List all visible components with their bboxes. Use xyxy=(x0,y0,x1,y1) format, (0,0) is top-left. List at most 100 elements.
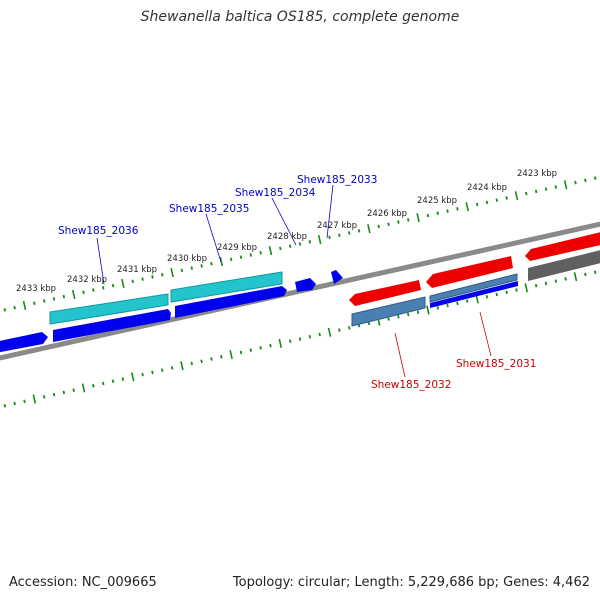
scale-tick xyxy=(495,292,499,297)
gene-label-2034[interactable]: Shew185_2034 xyxy=(235,187,316,199)
scale-tick xyxy=(544,187,548,191)
scale-tick xyxy=(92,288,95,292)
tick-label: 2424 kbp xyxy=(467,183,507,193)
scale-tick xyxy=(141,372,144,377)
cds-left-edge[interactable] xyxy=(0,332,48,353)
feature-cyan-2036[interactable] xyxy=(49,293,169,325)
cds-2036[interactable] xyxy=(53,309,171,342)
scale-tick xyxy=(298,242,302,246)
scale-tick xyxy=(525,191,528,196)
scale-tick xyxy=(534,283,538,288)
scale-tick xyxy=(32,394,37,404)
tick-label: 2426 kbp xyxy=(367,209,407,219)
cds-2031-forward[interactable] xyxy=(430,281,518,308)
tick-label: 2425 kbp xyxy=(417,196,457,206)
scale-tick xyxy=(200,359,203,364)
feature-cyan-2035[interactable] xyxy=(170,271,283,303)
scale-tick xyxy=(279,246,282,251)
scale-tick xyxy=(465,202,470,212)
cds-2031[interactable] xyxy=(426,256,513,288)
tick-label: 2432 kbp xyxy=(67,275,107,285)
scale-tick xyxy=(514,191,519,201)
scale-tick xyxy=(406,312,410,317)
scale-tick xyxy=(495,198,499,202)
leader-2035 xyxy=(205,213,222,263)
scale-tick xyxy=(259,346,262,350)
feature-steel-2031[interactable] xyxy=(429,273,518,303)
scale-tick xyxy=(33,301,36,305)
scale-tick xyxy=(593,270,597,274)
scale-tick xyxy=(426,213,430,218)
scale-tick xyxy=(288,244,292,248)
cds-2033[interactable] xyxy=(331,270,343,284)
scale-tick xyxy=(387,222,390,227)
scale-tick xyxy=(554,279,558,283)
scale-tick xyxy=(505,196,508,200)
gene-label-2032[interactable]: Shew185_2032 xyxy=(371,379,451,391)
scale-tick xyxy=(161,272,164,277)
scale-tick xyxy=(42,395,46,399)
gene-label-2035[interactable]: Shew185_2035 xyxy=(169,203,249,215)
scale-tick xyxy=(62,294,66,299)
scale-tick xyxy=(456,207,459,211)
gene-label-2033[interactable]: Shew185_2033 xyxy=(297,174,377,186)
scale-tick xyxy=(161,368,164,372)
scale-tick xyxy=(317,235,322,245)
scale-tick xyxy=(446,303,449,308)
outer-scale-ring xyxy=(3,176,597,312)
leader-2031 xyxy=(479,311,492,357)
scale-tick xyxy=(446,209,449,213)
scale-tick xyxy=(81,383,86,393)
tick-label: 2429 kbp xyxy=(217,243,257,253)
leader-2032 xyxy=(394,332,406,378)
scale-tick xyxy=(3,404,7,408)
scale-tick xyxy=(249,348,253,352)
scale-tick xyxy=(318,332,321,337)
scale-tick xyxy=(3,308,7,312)
scale-tick xyxy=(190,266,194,270)
leader-2034 xyxy=(271,197,297,246)
scale-tick xyxy=(338,233,341,237)
scale-tick xyxy=(71,289,76,300)
scale-tick xyxy=(308,335,312,339)
scale-tick xyxy=(328,235,331,240)
scale-tick xyxy=(72,388,75,392)
tick-label: 2431 kbp xyxy=(117,265,157,275)
genome-summary: Topology: circular; Length: 5,229,686 bp… xyxy=(232,575,590,590)
cds-2034[interactable] xyxy=(295,278,316,292)
scale-tick xyxy=(593,176,597,180)
gene-label-2036[interactable]: Shew185_2036 xyxy=(58,225,139,237)
scale-tick xyxy=(367,224,371,234)
scale-tick xyxy=(62,390,66,395)
scale-tick xyxy=(259,251,262,255)
scale-tick xyxy=(347,326,351,330)
scale-tick xyxy=(269,343,272,348)
scale-tick xyxy=(219,256,224,267)
scale-tick xyxy=(298,337,302,341)
scale-tick xyxy=(327,327,332,337)
cds-2035[interactable] xyxy=(175,286,287,318)
scale-tick xyxy=(278,338,283,349)
scale-tick xyxy=(288,339,292,343)
scale-tick xyxy=(111,379,115,384)
scale-tick xyxy=(475,202,479,207)
scale-tick xyxy=(377,224,380,229)
scale-tick xyxy=(180,268,184,273)
scale-tick xyxy=(347,231,351,235)
feature-steel-2032[interactable] xyxy=(351,296,426,327)
scale-tick xyxy=(141,277,144,281)
scale-tick xyxy=(485,294,489,299)
scale-tick xyxy=(456,301,459,306)
leader-2036 xyxy=(96,237,105,285)
gene-label-2031[interactable]: Shew185_2031 xyxy=(456,358,536,370)
tick-label: 2433 kbp xyxy=(16,284,56,294)
cds-2032[interactable] xyxy=(349,280,421,306)
feature-grey-right[interactable] xyxy=(528,249,600,281)
scale-tick xyxy=(52,297,56,301)
scale-tick xyxy=(121,278,125,289)
scale-tick xyxy=(200,264,203,268)
cds-right-red[interactable] xyxy=(525,231,600,261)
scale-tick xyxy=(544,281,548,286)
scale-tick xyxy=(485,200,489,205)
